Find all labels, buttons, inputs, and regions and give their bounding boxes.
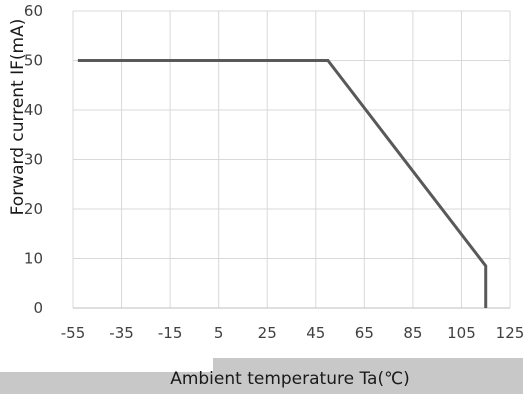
x-tick-label: 5 bbox=[214, 324, 224, 342]
x-tick-label: -35 bbox=[109, 324, 134, 342]
x-tick-label: 25 bbox=[258, 324, 277, 342]
y-tick-label: 40 bbox=[24, 101, 43, 119]
series-layer bbox=[77, 59, 488, 308]
x-tick-label: 105 bbox=[447, 324, 476, 342]
series-line bbox=[77, 59, 488, 308]
xlabel-band bbox=[213, 358, 523, 394]
x-axis-title: Ambient temperature Ta(℃) bbox=[170, 369, 410, 389]
x-tick-label: -55 bbox=[61, 324, 86, 342]
x-tick-label: 45 bbox=[306, 324, 325, 342]
y-tick-label: 50 bbox=[24, 52, 43, 70]
x-tick-label: 85 bbox=[403, 324, 422, 342]
y-tick-label: 60 bbox=[24, 2, 43, 20]
x-tick-label: -15 bbox=[158, 324, 183, 342]
y-tick-label: 30 bbox=[24, 151, 43, 169]
x-tick-labels: -55 -35 -15 5 25 45 65 85 105 125 bbox=[61, 324, 523, 342]
y-tick-label: 0 bbox=[33, 299, 43, 317]
y-tick-labels: 0 10 20 30 40 50 60 bbox=[24, 2, 43, 317]
y-tick-label: 10 bbox=[24, 250, 43, 268]
y-tick-label: 20 bbox=[24, 200, 43, 218]
x-tick-label: 125 bbox=[496, 324, 523, 342]
gridlines bbox=[72, 10, 511, 308]
y-axis-title: Forward current IF(mA) bbox=[8, 19, 28, 216]
x-tick-label: 65 bbox=[355, 324, 374, 342]
